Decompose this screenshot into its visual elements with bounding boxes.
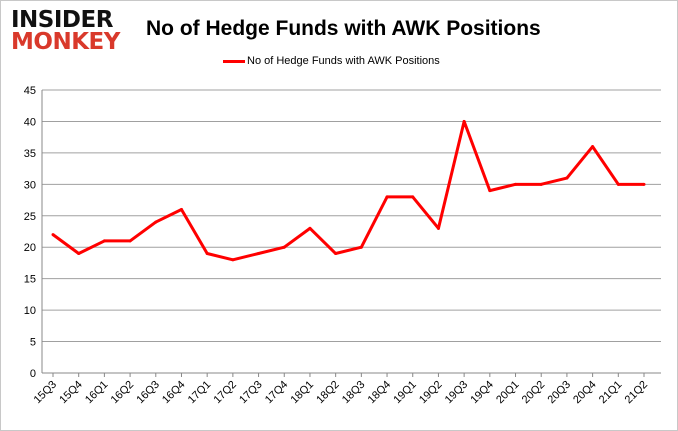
x-tick-label: 17Q2 [211, 379, 239, 407]
legend-swatch [223, 59, 245, 63]
data-point [436, 226, 440, 230]
data-point [205, 252, 209, 256]
y-tick-label: 40 [24, 116, 36, 128]
y-tick-label: 35 [24, 148, 36, 160]
data-point [231, 258, 235, 262]
x-tick-label: 18Q2 [314, 379, 342, 407]
data-point [565, 176, 569, 180]
series-line [52, 119, 644, 262]
x-tick-label: 20Q3 [546, 379, 574, 407]
chart-title: No of Hedge Funds with AWK Positions [146, 17, 541, 40]
y-tick-label: 10 [24, 305, 36, 317]
x-tick-label: 15Q4 [57, 379, 85, 407]
y-tick-label: 30 [24, 179, 36, 191]
x-tick-label: 21Q1 [597, 379, 625, 407]
y-tick-label: 20 [24, 242, 36, 254]
x-tick-label: 17Q1 [186, 379, 214, 407]
data-point [308, 226, 312, 230]
x-tick-label: 19Q1 [391, 379, 419, 407]
x-tick-label: 16Q2 [109, 379, 137, 407]
x-tick-label: 21Q2 [623, 379, 651, 407]
x-tick-label: 15Q3 [32, 379, 60, 407]
data-point [411, 195, 415, 199]
x-tick-label: 16Q1 [83, 379, 111, 407]
logo-line2: MONKEY [11, 29, 120, 55]
x-tick-label: 20Q4 [571, 379, 599, 407]
data-point [591, 145, 595, 149]
data-point [282, 245, 286, 249]
x-tick-label: 19Q2 [417, 379, 445, 407]
data-point [616, 182, 620, 186]
data-point [488, 189, 492, 193]
x-tick-label: 17Q3 [237, 379, 265, 407]
data-point [128, 239, 132, 243]
x-tick-label: 17Q4 [263, 379, 291, 407]
data-point [77, 252, 81, 256]
y-tick-label: 0 [30, 368, 36, 380]
data-point [385, 195, 389, 199]
data-point [334, 252, 338, 256]
data-point [514, 182, 518, 186]
data-point [539, 182, 543, 186]
x-tick-label: 20Q1 [494, 379, 522, 407]
data-point [179, 207, 183, 211]
data-point [359, 245, 363, 249]
x-tick-label: 18Q3 [340, 379, 368, 407]
y-tick-label: 45 [24, 85, 36, 97]
data-point [257, 252, 261, 256]
legend: No of Hedge Funds with AWK Positions [223, 55, 440, 67]
x-tick-label: 18Q4 [366, 379, 394, 407]
x-tick-label: 19Q3 [443, 379, 471, 407]
logo-line1: INSIDER [11, 7, 113, 33]
data-point [154, 220, 158, 224]
y-tick-label: 15 [24, 274, 36, 286]
x-tick-label: 19Q4 [468, 379, 496, 407]
legend-label: No of Hedge Funds with AWK Positions [247, 55, 440, 67]
x-tick-label: 16Q4 [160, 379, 188, 407]
x-tick-label: 20Q2 [520, 379, 548, 407]
data-point [51, 233, 55, 237]
data-point [462, 119, 466, 123]
y-tick-label: 25 [24, 211, 36, 223]
x-tick-label: 16Q3 [134, 379, 162, 407]
data-point [102, 239, 106, 243]
insider-monkey-logo: INSIDER MONKEY [11, 7, 120, 55]
y-tick-label: 5 [30, 337, 36, 349]
x-tick-label: 18Q1 [289, 379, 317, 407]
data-point [642, 182, 646, 186]
